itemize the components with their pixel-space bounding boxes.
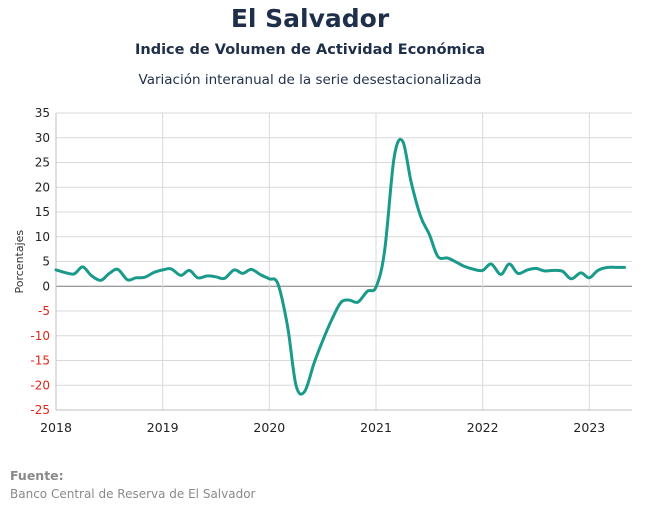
chart-description: Variación interanual de la serie desesta… xyxy=(138,72,482,88)
y-tick-label: 0 xyxy=(42,279,50,293)
y-tick-label: 5 xyxy=(42,255,50,269)
y-tick-label: -25 xyxy=(30,403,50,417)
x-tick-label: 2020 xyxy=(253,420,285,435)
x-tick-label: 2019 xyxy=(147,420,179,435)
y-tick-label: 25 xyxy=(35,156,50,170)
source-label: Fuente: xyxy=(10,468,64,483)
x-tick-label: 2018 xyxy=(40,420,72,435)
y-tick-label: -10 xyxy=(30,329,50,343)
x-tick-label: 2022 xyxy=(467,420,499,435)
x-tick-label: 2021 xyxy=(360,420,392,435)
x-tick-label: 2023 xyxy=(573,420,605,435)
y-tick-label: 20 xyxy=(35,180,50,194)
series-line xyxy=(54,137,626,396)
chart-subtitle: Indice de Volumen de Actividad Económica xyxy=(134,42,485,58)
y-axis-label: Porcentajes xyxy=(13,230,26,294)
y-tick-label: -15 xyxy=(30,354,50,368)
y-tick-label: 35 xyxy=(35,106,50,120)
y-tick-label: 10 xyxy=(35,230,50,244)
source-text: Banco Central de Reserva de El Salvador xyxy=(10,487,256,501)
y-tick-label: -20 xyxy=(30,378,50,392)
y-tick-label: -5 xyxy=(38,304,50,318)
y-tick-label: 30 xyxy=(35,131,50,145)
y-tick-label: 15 xyxy=(35,205,50,219)
chart-title: El Salvador xyxy=(230,4,390,33)
